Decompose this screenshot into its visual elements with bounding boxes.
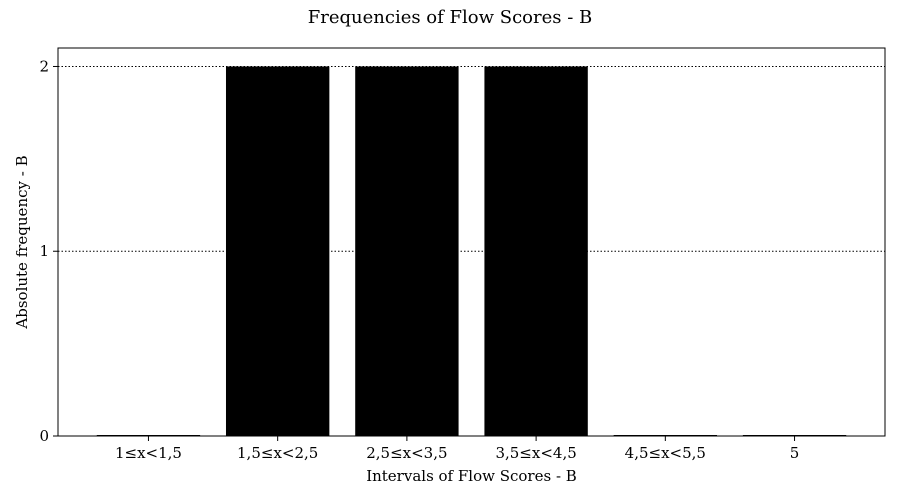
bar: [225, 66, 330, 436]
x-tick-label: 3,5≤x<4,5: [495, 444, 576, 462]
plot-frame: [57, 47, 886, 437]
x-axis-ticks: 1≤x<1,5 1,5≤x<2,5 2,5≤x<3,5 3,5≤x<4,5 4,5≤x<…: [115, 436, 799, 462]
bar: [484, 66, 588, 436]
x-axis-label: Intervals of Flow Scores - B: [366, 467, 577, 485]
x-tick-label: 4,5≤x<5,5: [625, 444, 706, 462]
chart-title: Frequencies of Flow Scores - B: [307, 7, 593, 28]
x-tick-label: 2,5≤x<3,5: [366, 444, 447, 462]
y-tick-label: 0: [39, 427, 49, 445]
y-axis-ticks: 0 1 2: [39, 57, 58, 445]
y-tick-label: 1: [39, 242, 49, 260]
grid-lines: [58, 65, 885, 252]
y-axis-label: Absolute frequency - B: [13, 155, 31, 329]
bar: [355, 66, 459, 436]
x-tick-label: 1≤x<1,5: [115, 444, 182, 462]
bars: [96, 66, 847, 436]
x-tick-label: 1,5≤x<2,5: [237, 444, 318, 462]
x-tick-label: 5: [790, 444, 800, 462]
y-tick-label: 2: [39, 57, 49, 75]
